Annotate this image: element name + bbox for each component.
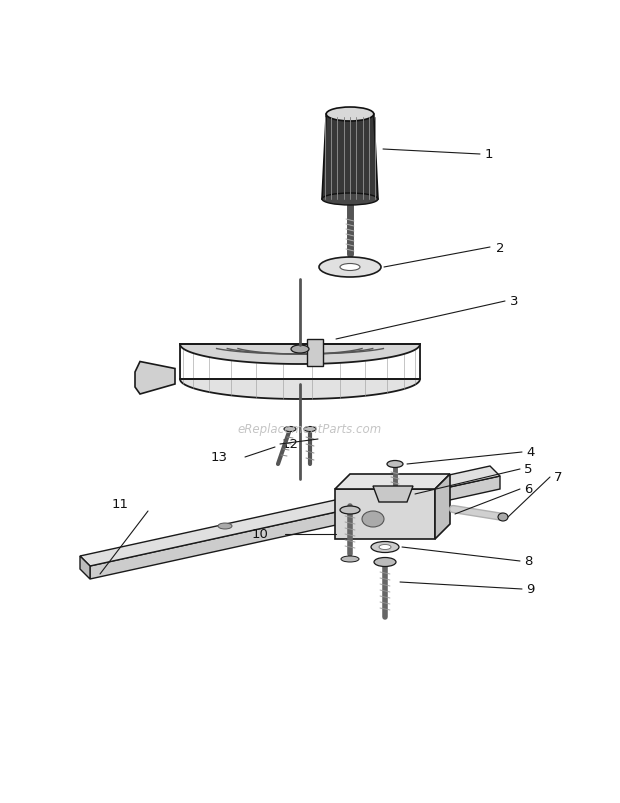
Text: 5: 5 xyxy=(524,463,533,476)
Ellipse shape xyxy=(218,524,232,529)
Polygon shape xyxy=(307,340,323,366)
Text: 3: 3 xyxy=(510,296,518,308)
Polygon shape xyxy=(90,476,500,579)
Text: 9: 9 xyxy=(526,583,534,596)
Ellipse shape xyxy=(284,427,296,432)
Text: 10: 10 xyxy=(251,528,268,541)
Ellipse shape xyxy=(319,258,381,278)
Polygon shape xyxy=(135,362,175,394)
Text: 11: 11 xyxy=(112,498,128,511)
Text: 7: 7 xyxy=(554,471,562,484)
Ellipse shape xyxy=(338,488,352,495)
Text: 6: 6 xyxy=(524,483,533,496)
Ellipse shape xyxy=(291,345,309,353)
Polygon shape xyxy=(335,475,450,489)
Text: eReplacementParts.com: eReplacementParts.com xyxy=(238,423,382,436)
Text: 12: 12 xyxy=(282,438,299,451)
Polygon shape xyxy=(373,487,413,503)
Ellipse shape xyxy=(341,556,359,562)
Ellipse shape xyxy=(371,542,399,552)
Ellipse shape xyxy=(362,512,384,528)
Polygon shape xyxy=(80,556,90,579)
Text: 13: 13 xyxy=(211,451,228,464)
Ellipse shape xyxy=(340,264,360,271)
Ellipse shape xyxy=(326,108,374,122)
Ellipse shape xyxy=(340,507,360,515)
Polygon shape xyxy=(435,475,450,540)
Polygon shape xyxy=(180,344,420,365)
Text: 8: 8 xyxy=(524,555,533,568)
Text: 2: 2 xyxy=(496,241,505,255)
Text: 4: 4 xyxy=(526,446,534,459)
Text: 1: 1 xyxy=(485,149,494,161)
Polygon shape xyxy=(335,489,435,540)
Polygon shape xyxy=(80,467,500,566)
Polygon shape xyxy=(322,115,378,200)
Ellipse shape xyxy=(418,476,432,483)
Polygon shape xyxy=(180,380,420,400)
Ellipse shape xyxy=(322,194,378,206)
Ellipse shape xyxy=(387,461,403,468)
Ellipse shape xyxy=(374,558,396,567)
Ellipse shape xyxy=(379,544,391,550)
Ellipse shape xyxy=(498,513,508,521)
Ellipse shape xyxy=(304,427,316,432)
